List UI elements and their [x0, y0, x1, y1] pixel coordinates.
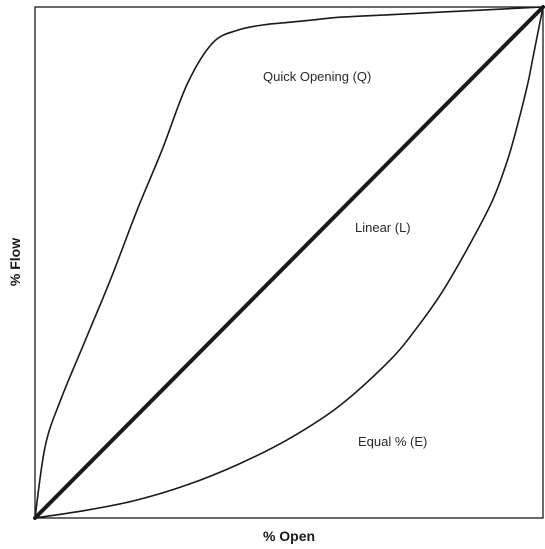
- x-axis-label: % Open: [263, 528, 315, 544]
- series-curves: [33, 5, 545, 520]
- series-line-quick-opening: [34, 6, 544, 519]
- series-label-quick-opening: Quick Opening (Q): [263, 69, 371, 84]
- series-label-equal-percent: Equal % (E): [358, 434, 427, 449]
- y-axis-label: % Flow: [7, 238, 23, 286]
- series-label-linear: Linear (L): [355, 220, 411, 235]
- series-line-equal-percent: [34, 6, 544, 519]
- plot-frame: [34, 6, 544, 519]
- series-line-linear: [33, 5, 545, 520]
